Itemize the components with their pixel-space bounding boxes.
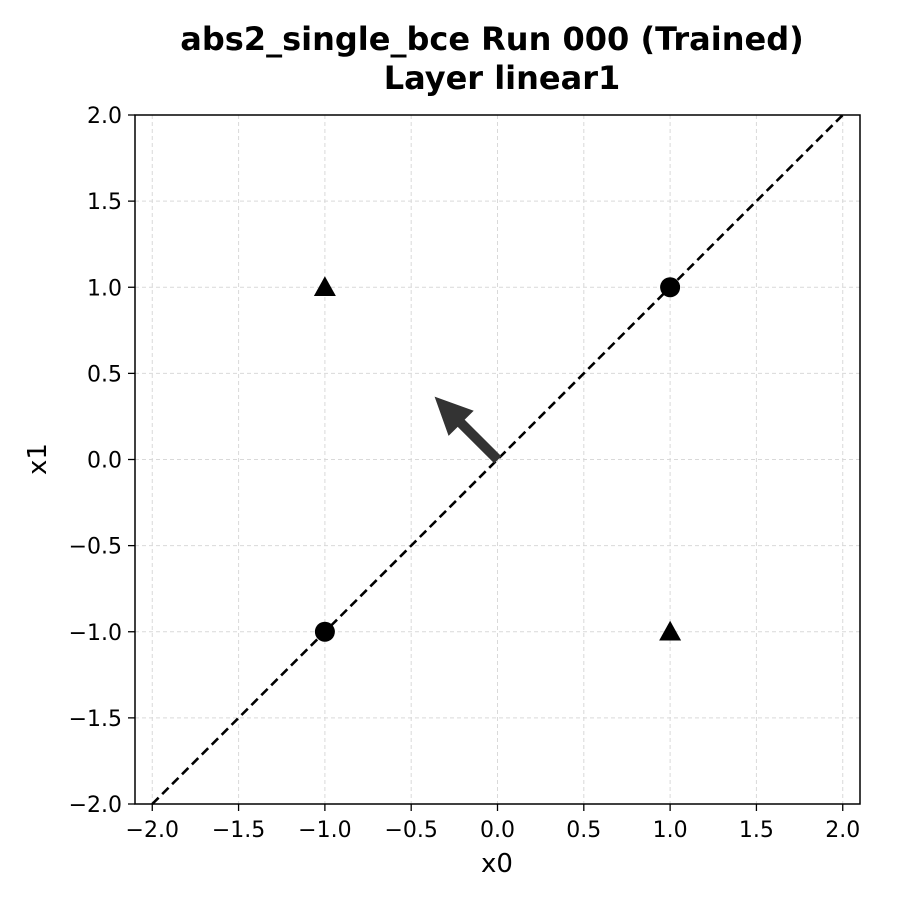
y-tick-label: −1.0: [69, 621, 122, 646]
weight-vector-arrow: [434, 396, 502, 464]
x-axis-label: x0: [481, 849, 513, 879]
x-tick-label: −1.0: [298, 818, 351, 843]
weight-arrow-layer: [434, 396, 502, 464]
y-axis-ticks: −2.0 −1.5 −1.0 −0.5 0.0 0.5 1.0 1.5 2.0: [69, 104, 135, 818]
data-point-triangle: [659, 620, 682, 641]
x-tick-label: 2.0: [825, 818, 860, 843]
x-axis-ticks: −2.0 −1.5 −1.0 −0.5 0.0 0.5 1.0 1.5 2.0: [126, 804, 860, 843]
data-points-layer: [313, 276, 682, 642]
y-tick-label: −0.5: [69, 535, 122, 560]
data-point-circle: [314, 621, 335, 642]
y-tick-label: 0.0: [87, 449, 122, 474]
data-point-circle: [660, 277, 681, 298]
chart-title: abs2_single_bce Run 000 (Trained): [180, 20, 803, 58]
y-tick-label: 0.5: [87, 362, 122, 387]
data-point-triangle: [313, 276, 336, 297]
x-tick-label: −0.5: [384, 818, 437, 843]
y-tick-label: 1.0: [87, 276, 122, 301]
x-tick-label: 0.0: [480, 818, 515, 843]
decision-boundary-layer: [151, 114, 844, 805]
x-tick-label: 1.0: [653, 818, 688, 843]
chart-subtitle: Layer linear1: [384, 59, 621, 97]
y-axis-label: x1: [23, 443, 53, 475]
x-tick-label: −1.5: [212, 818, 265, 843]
x-tick-label: 1.5: [739, 818, 774, 843]
y-tick-label: 1.5: [87, 190, 122, 215]
y-tick-label: −1.5: [69, 707, 122, 732]
y-tick-label: −2.0: [69, 793, 122, 818]
decision-boundary-line: [151, 114, 844, 805]
y-tick-label: 2.0: [87, 104, 122, 129]
x-tick-label: −2.0: [126, 818, 179, 843]
x-tick-label: 0.5: [566, 818, 601, 843]
